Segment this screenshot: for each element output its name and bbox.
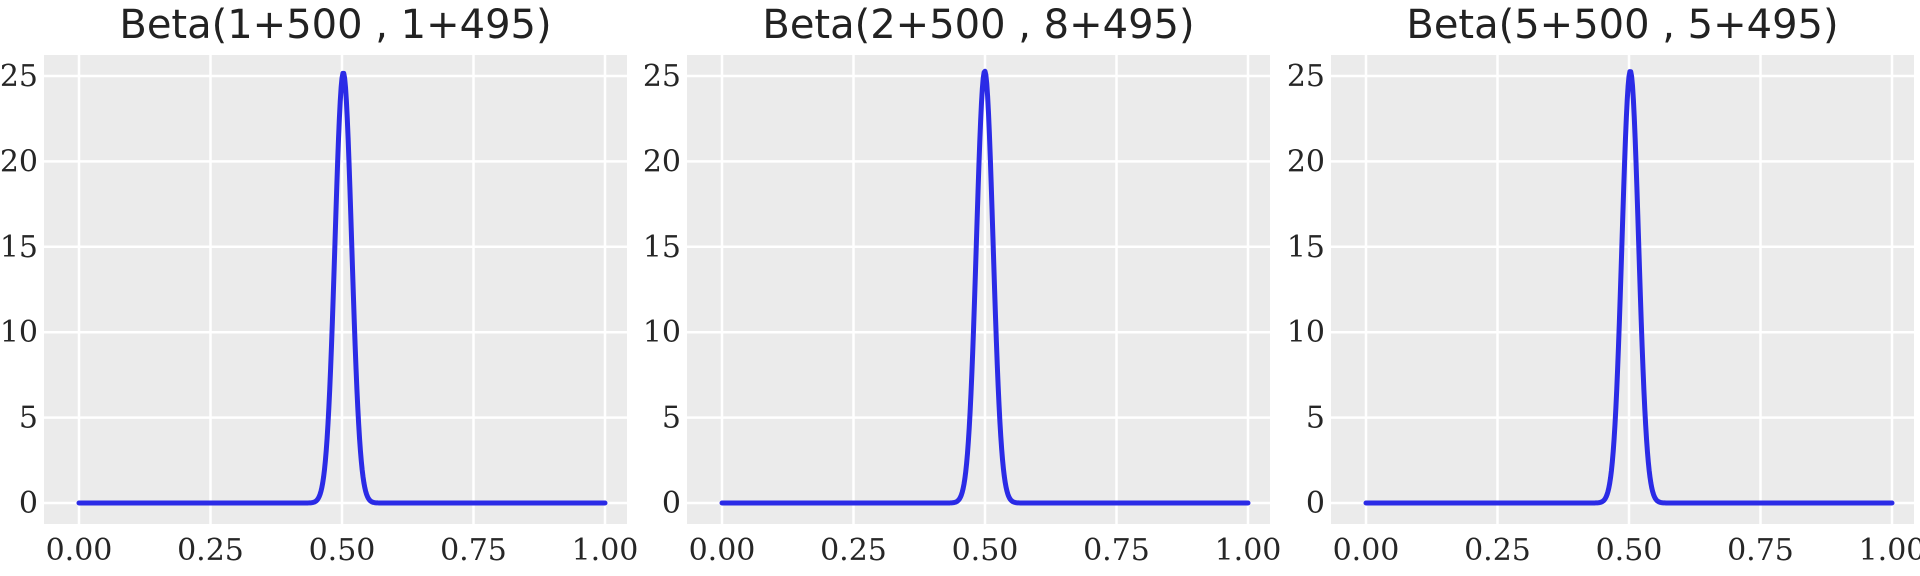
y-tick-label: 5	[1306, 401, 1325, 436]
panel-title: Beta(2+500 , 8+495)	[762, 2, 1194, 48]
y-tick-label: 15	[1287, 230, 1325, 265]
y-tick-label: 5	[19, 401, 38, 436]
y-tick-label: 10	[1287, 315, 1325, 350]
density-curve	[1363, 69, 1895, 506]
y-tick-label: 25	[1287, 59, 1325, 94]
x-tick-label: 1.00	[572, 533, 639, 568]
x-tick-label: 0.75	[1083, 533, 1150, 568]
x-tick-label: 0.00	[46, 533, 113, 568]
y-tick-label: 10	[643, 315, 681, 350]
x-tick-label: 0.75	[1727, 533, 1794, 568]
x-tick-label: 0.25	[820, 533, 887, 568]
density-curve	[719, 68, 1251, 506]
chart-panel-1: Beta(1+500 , 1+495) 0.00 0.25 0.50 0.75 1.00…	[0, 2, 638, 568]
y-tick-label: 25	[0, 59, 38, 94]
x-tick-label: 0.50	[309, 533, 376, 568]
panel-title: Beta(1+500 , 1+495)	[119, 2, 551, 48]
y-tick-label: 15	[0, 230, 38, 265]
x-tick-label: 0.25	[1464, 533, 1531, 568]
y-tick-label: 25	[643, 59, 681, 94]
y-tick-label: 5	[662, 401, 681, 436]
x-tick-label: 0.75	[440, 533, 507, 568]
density-curve	[76, 70, 608, 506]
x-tick-label: 1.00	[1859, 533, 1920, 568]
x-tick-label: 1.00	[1215, 533, 1282, 568]
x-tick-label: 0.50	[1596, 533, 1663, 568]
chart-panel-3: Beta(5+500 , 5+495) 0.00 0.25 0.50 0.75 1.00…	[1287, 2, 1920, 568]
y-tick-label: 20	[0, 144, 38, 179]
y-tick-label: 10	[0, 315, 38, 350]
x-tick-label: 0.50	[952, 533, 1019, 568]
y-tick-label: 15	[643, 230, 681, 265]
panel-title: Beta(5+500 , 5+495)	[1406, 2, 1838, 48]
y-tick-label: 20	[1287, 144, 1325, 179]
chart-panel-2: Beta(2+500 , 8+495) 0.00 0.25 0.50 0.75 1.00…	[643, 2, 1282, 568]
y-tick-label: 20	[643, 144, 681, 179]
x-tick-label: 0.00	[1333, 533, 1400, 568]
y-tick-label: 0	[19, 486, 38, 521]
x-tick-label: 0.25	[177, 533, 244, 568]
y-tick-label: 0	[1306, 486, 1325, 521]
y-tick-label: 0	[662, 486, 681, 521]
x-tick-label: 0.00	[689, 533, 756, 568]
